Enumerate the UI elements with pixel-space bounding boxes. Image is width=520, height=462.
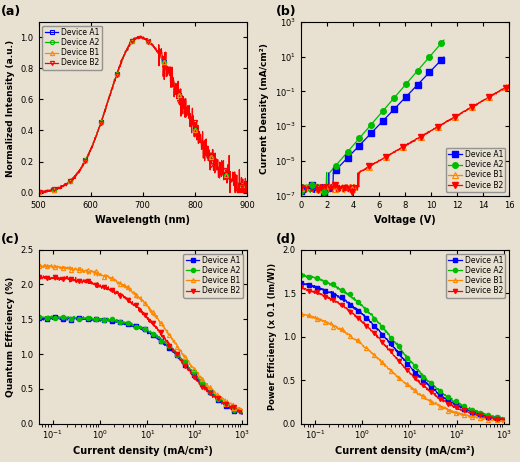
X-axis label: Current density (mA/cm²): Current density (mA/cm²) bbox=[73, 446, 213, 456]
Text: (b): (b) bbox=[276, 5, 296, 18]
X-axis label: Current density (mA/cm²): Current density (mA/cm²) bbox=[335, 446, 475, 456]
Legend: Device A1, Device A2, Device B1, Device B2: Device A1, Device A2, Device B1, Device … bbox=[446, 254, 505, 298]
Y-axis label: Current Density (mA/cm²): Current Density (mA/cm²) bbox=[261, 43, 269, 174]
Text: (d): (d) bbox=[276, 233, 296, 246]
Y-axis label: Power Efficiency (x 0.1 (lm/W)): Power Efficiency (x 0.1 (lm/W)) bbox=[268, 263, 277, 410]
Y-axis label: Normalized Intensity (a.u.): Normalized Intensity (a.u.) bbox=[6, 40, 15, 177]
X-axis label: Voltage (V): Voltage (V) bbox=[374, 215, 436, 225]
Legend: Device A1, Device A2, Device B1, Device B2: Device A1, Device A2, Device B1, Device … bbox=[184, 254, 243, 298]
Legend: Device A1, Device A2, Device B1, Device B2: Device A1, Device A2, Device B1, Device … bbox=[446, 148, 505, 192]
X-axis label: Wavelength (nm): Wavelength (nm) bbox=[95, 215, 190, 225]
Legend: Device A1, Device A2, Device B1, Device B2: Device A1, Device A2, Device B1, Device … bbox=[42, 25, 102, 70]
Text: (a): (a) bbox=[1, 5, 21, 18]
Y-axis label: Quantum Efficiency (%): Quantum Efficiency (%) bbox=[6, 277, 15, 397]
Text: (c): (c) bbox=[1, 233, 20, 246]
